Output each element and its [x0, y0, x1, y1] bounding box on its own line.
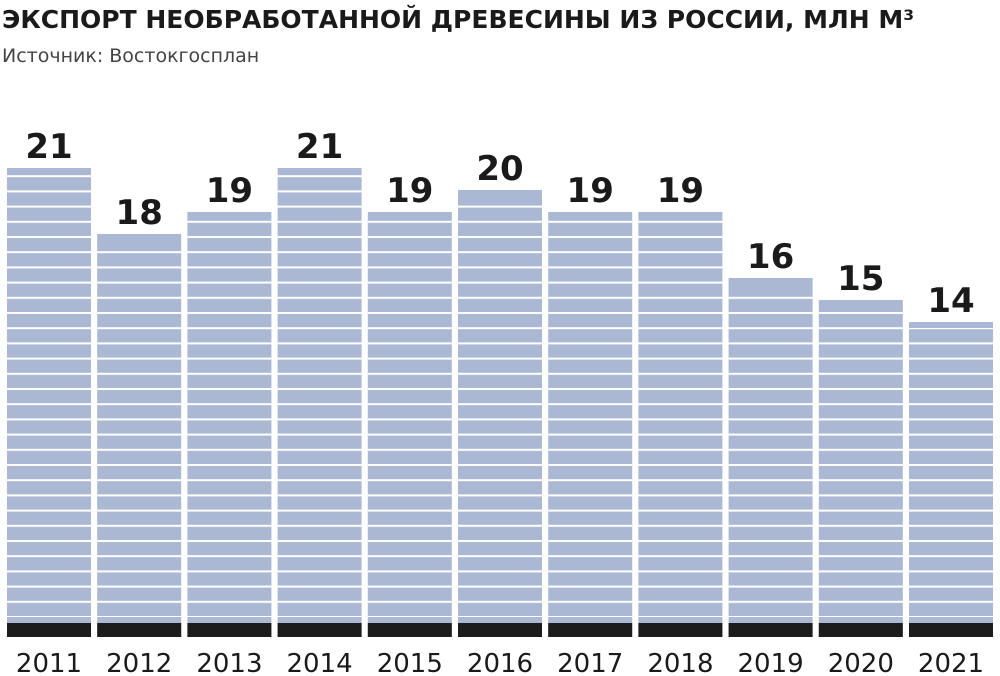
value-label: 16	[747, 237, 794, 277]
x-tick-label: 2012	[106, 649, 172, 676]
value-label: 19	[386, 171, 433, 211]
x-tick-label: 2011	[16, 649, 82, 676]
bar-base	[277, 623, 362, 637]
bar-base	[909, 623, 993, 637]
value-label: 19	[567, 171, 614, 211]
x-tick-label: 2019	[738, 649, 804, 676]
bar-stripes	[277, 174, 362, 617]
bar-stripes	[7, 174, 91, 617]
bar-stripes	[187, 218, 272, 617]
bar-base	[458, 623, 542, 637]
bar-base	[728, 623, 813, 637]
value-label: 21	[296, 127, 343, 167]
bar-stripes	[728, 284, 813, 617]
x-tick-label: 2014	[287, 649, 353, 676]
bar-base	[638, 623, 723, 637]
value-label: 18	[116, 193, 163, 233]
bar-stripes	[909, 328, 993, 617]
value-label: 19	[206, 171, 253, 211]
value-label: 21	[25, 127, 72, 167]
bar-stripes	[458, 196, 542, 617]
x-tick-label: 2013	[196, 649, 262, 676]
bar-stripes	[97, 240, 182, 617]
value-label: 20	[476, 149, 523, 189]
bar-base	[548, 623, 633, 637]
bar-stripes	[818, 306, 903, 617]
bar-stripes	[548, 218, 633, 617]
bar-base	[818, 623, 903, 637]
chart-subtitle: Источник: Востокгосплан	[2, 45, 259, 67]
bar-stripes	[367, 218, 452, 617]
x-tick-label: 2020	[828, 649, 894, 676]
x-tick-label: 2021	[918, 649, 984, 676]
x-tick-label: 2018	[647, 649, 713, 676]
value-label: 14	[927, 281, 974, 321]
value-label: 19	[657, 171, 704, 211]
chart-title: ЭКСПОРТ НЕОБРАБОТАННОЙ ДРЕВЕСИНЫ ИЗ РОСС…	[2, 5, 914, 34]
value-label: 15	[837, 259, 884, 299]
bar-base	[7, 623, 91, 637]
bars: 2120111820121920132120141920152020161920…	[7, 127, 993, 676]
x-tick-label: 2017	[557, 649, 623, 676]
bar-base	[187, 623, 272, 637]
bar-stripes	[638, 218, 723, 617]
bar-base	[97, 623, 182, 637]
x-tick-label: 2016	[467, 649, 533, 676]
x-tick-label: 2015	[377, 649, 443, 676]
bar-base	[367, 623, 452, 637]
